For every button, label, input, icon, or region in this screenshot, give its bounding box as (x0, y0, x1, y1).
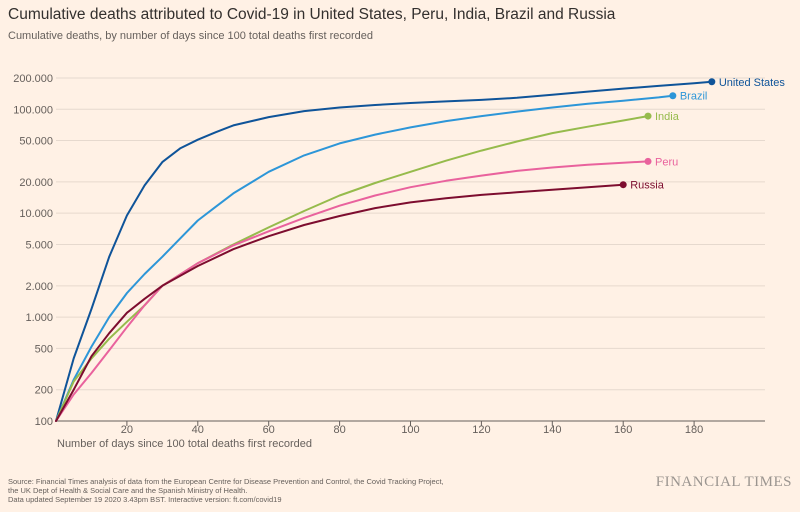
x-tick-label: 160 (614, 424, 632, 436)
source-line: Data updated September 19 2020 3.43pm BS… (8, 495, 282, 504)
y-tick-label: 100 (35, 416, 53, 428)
x-axis-ticks: 20 40 60 80 100 120 140 160 180 (121, 421, 703, 436)
series-line-india (55, 115, 649, 422)
grid-lines (56, 77, 765, 422)
x-tick-label: 100 (401, 424, 419, 436)
y-tick-label: 50.000 (19, 136, 53, 148)
y-tick-label: 200.000 (13, 73, 53, 85)
series-line-russia (55, 183, 625, 422)
x-tick-label: 120 (472, 424, 490, 436)
y-tick-label: 200 (35, 385, 53, 397)
series-endpoint-united-states (708, 78, 716, 86)
x-tick-label: 60 (263, 424, 275, 436)
series-label-brazil: Brazil (680, 91, 708, 103)
ft-logo: FINANCIAL TIMES (655, 474, 792, 490)
series-endpoint-india (644, 112, 652, 120)
y-tick-label: 2.000 (25, 281, 53, 293)
series-line-peru (55, 160, 649, 422)
series-endpoint-brazil (669, 92, 677, 100)
source-line: the UK Dept of Health & Social Care and … (8, 486, 248, 495)
x-tick-label: 40 (192, 424, 204, 436)
y-tick-label: 5.000 (25, 239, 53, 251)
series-endpoint-russia (619, 181, 627, 189)
x-tick-label: 180 (685, 424, 703, 436)
y-tick-label: 500 (35, 343, 53, 355)
x-axis-label: Number of days since 100 total deaths fi… (57, 438, 312, 450)
y-axis-ticks: 100 200 500 1.000 2.000 5.000 10.000 20.000 50.0… (13, 73, 53, 428)
source-line: Source: Financial Times analysis of data… (8, 477, 444, 486)
chart-title: Cumulative deaths attributed to Covid-19… (8, 6, 616, 23)
y-tick-label: 20.000 (19, 177, 53, 189)
series-label-india: India (655, 111, 680, 123)
y-tick-label: 100.000 (13, 104, 53, 116)
chart-subtitle: Cumulative deaths, by number of days sin… (8, 30, 374, 42)
line-chart: 100 200 500 1.000 2.000 5.000 10.000 20.000 50.0… (13, 73, 786, 436)
series-endpoint-peru (644, 157, 652, 165)
series-label-united-states: United States (719, 77, 786, 89)
source-note: Source: Financial Times analysis of data… (8, 477, 568, 504)
series-label-peru: Peru (655, 156, 678, 168)
x-tick-label: 140 (543, 424, 561, 436)
x-tick-label: 80 (333, 424, 345, 436)
y-tick-label: 10.000 (19, 208, 53, 220)
x-tick-label: 20 (121, 424, 133, 436)
series-label-russia: Russia (630, 180, 665, 192)
series-line-united-states (55, 80, 713, 422)
y-tick-label: 1.000 (25, 312, 53, 324)
series-line-brazil (55, 94, 674, 422)
